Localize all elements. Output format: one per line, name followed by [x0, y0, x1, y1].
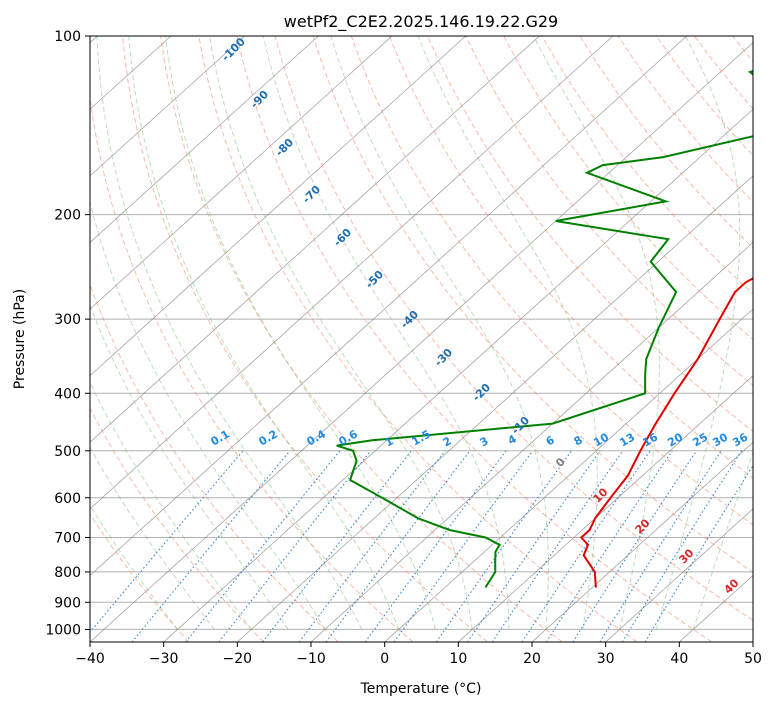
isotherm-line: [90, 36, 393, 310]
dry-adiabat-line: [198, 36, 638, 642]
isotherm-line: [90, 36, 614, 510]
y-axis-label: Pressure (hPa): [12, 289, 28, 389]
y-tick-label: 200: [54, 208, 81, 224]
dry-adiabat-line: [122, 36, 488, 642]
x-tick-label: −10: [296, 651, 326, 667]
isotherm-line: [163, 108, 753, 642]
chart-title: wetPf2_C2E2.2025.146.19.22.G29: [284, 12, 558, 32]
moist-adiabat-line: [655, 36, 741, 630]
dry-adiabat-line: [350, 36, 753, 526]
dry-adiabat-line: [274, 36, 753, 621]
mixing-ratio-line: [644, 464, 753, 642]
y-tick-label: 100: [54, 29, 81, 45]
moist-adiabat-line: [417, 36, 598, 630]
y-tick-label: 300: [54, 312, 81, 328]
dewpoint-line: [336, 69, 753, 589]
mixing-ratio-line: [435, 450, 572, 642]
y-tick-label: 600: [54, 491, 81, 507]
y-tick-label: 1000: [45, 622, 81, 638]
mixing-ratio-line: [521, 450, 651, 642]
moist-adiabat-line: [262, 36, 510, 630]
x-tick-label: −20: [223, 651, 253, 667]
axis-ticks: −40 −30 −20 −10 0 10 20 30 40 50 100 200 300 400 500 60…: [45, 29, 762, 667]
x-tick-label: 50: [744, 651, 762, 667]
background-lines: [90, 36, 753, 642]
moist-adiabat-line: [209, 36, 473, 630]
mixing-ratio-line: [491, 450, 624, 642]
y-tick-label: 900: [54, 595, 81, 611]
dry-adiabat-line: [427, 36, 753, 433]
moist-adiabat-line: [330, 36, 549, 630]
isotherm-line: [237, 175, 753, 642]
mixing-ratio-line: [599, 450, 722, 642]
moist-adiabat-line: [90, 504, 178, 630]
mixing-ratio-line: [325, 450, 471, 642]
x-tick-label: 40: [670, 651, 688, 667]
isotherm-line: [90, 36, 687, 576]
profile-lines: [336, 69, 753, 589]
dry-adiabat-line: [90, 407, 264, 642]
x-tick-label: −40: [75, 651, 105, 667]
isotherm-line: [679, 574, 753, 642]
isotherm-line: [90, 36, 540, 443]
mixing-ratio-line: [218, 450, 372, 642]
temperature-line: [579, 277, 753, 588]
y-tick-label: 800: [54, 565, 81, 581]
y-tick-label: 700: [54, 531, 81, 547]
dry-adiabat-line: [160, 36, 563, 642]
dry-adiabat-line: [503, 36, 753, 341]
x-tick-label: 20: [523, 651, 541, 667]
isotherm-line: [531, 441, 753, 642]
mixing-ratio-line: [393, 450, 534, 642]
x-tick-label: −30: [149, 651, 179, 667]
mixing-ratio-line: [298, 450, 446, 642]
x-tick-label: 0: [380, 651, 389, 667]
plot-frame: [89, 35, 754, 643]
x-tick-label: 10: [449, 651, 467, 667]
y-tick-label: 400: [54, 386, 81, 402]
moist-adiabat-line: [96, 36, 363, 630]
y-tick-label: 500: [54, 444, 81, 460]
moist-adiabat-line: [90, 381, 252, 630]
moist-adiabat-line: [692, 450, 753, 630]
mixing-ratio-line: [545, 450, 673, 642]
moist-adiabat-line: [90, 200, 326, 630]
mixing-ratio-line: [572, 450, 697, 642]
moist-adiabat-line: [533, 36, 660, 630]
x-tick-label: 30: [597, 651, 615, 667]
moist-adiabat-line: [165, 36, 436, 630]
isotherm-line: [458, 375, 753, 642]
isotherm-line: [90, 36, 466, 377]
x-axis-label: Temperature (°C): [360, 681, 482, 697]
moist-adiabat-line: [90, 446, 215, 630]
moist-adiabat-line: [90, 303, 289, 630]
dry-adiabat-line: [236, 36, 712, 642]
mixing-ratio-line: [364, 450, 507, 642]
mixing-ratio-line: [131, 450, 291, 642]
mixing-ratio-line: [185, 450, 341, 642]
dry-adiabat-line: [90, 94, 414, 642]
isotherm-line: [384, 308, 753, 642]
moist-adiabat-line: [128, 36, 400, 630]
mixing-ratio-line: [90, 450, 244, 634]
mixing-ratio-line: [467, 450, 601, 642]
